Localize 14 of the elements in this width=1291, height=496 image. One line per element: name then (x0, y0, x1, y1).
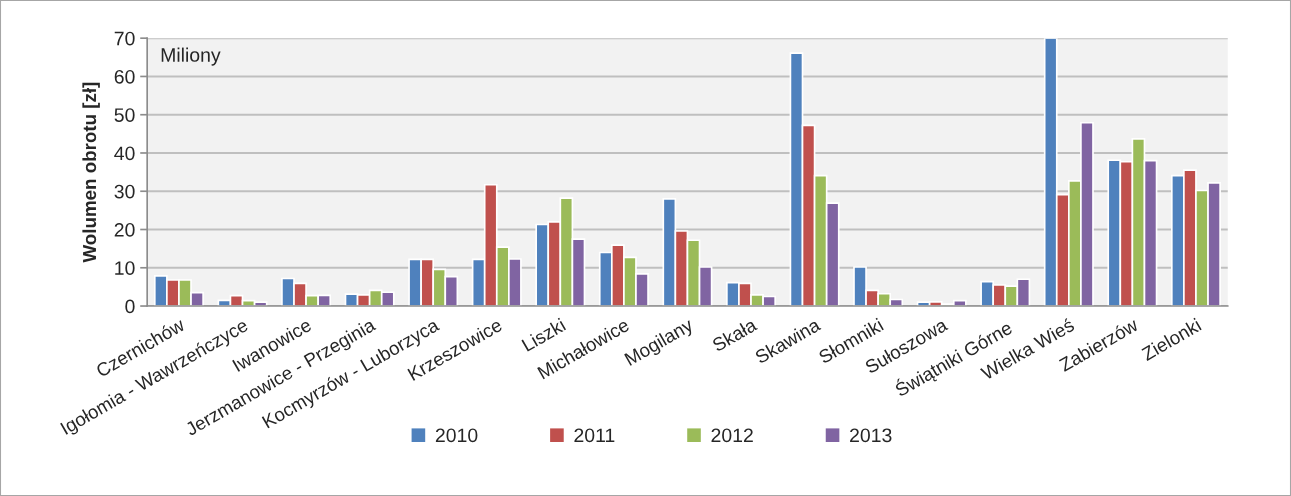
y-tick-label: 70 (114, 31, 135, 46)
y-tick-label: 30 (114, 184, 135, 199)
legend-label: 2011 (574, 428, 615, 443)
y-tick-label: 0 (125, 299, 135, 314)
y-tick-label: 50 (114, 108, 135, 122)
annotation: Miliony (161, 47, 221, 66)
y-tick-label: 20 (114, 222, 135, 237)
y-tick-label: 60 (114, 69, 135, 84)
y-tick-label: 10 (115, 261, 135, 276)
legend-label: 2013 (850, 428, 892, 443)
y-tick-label: 40 (114, 146, 135, 161)
y-axis-title: Wolumen obrotu [zł] (82, 82, 100, 263)
legend-label: 2010 (435, 428, 478, 443)
legend-label: 2012 (711, 428, 753, 443)
